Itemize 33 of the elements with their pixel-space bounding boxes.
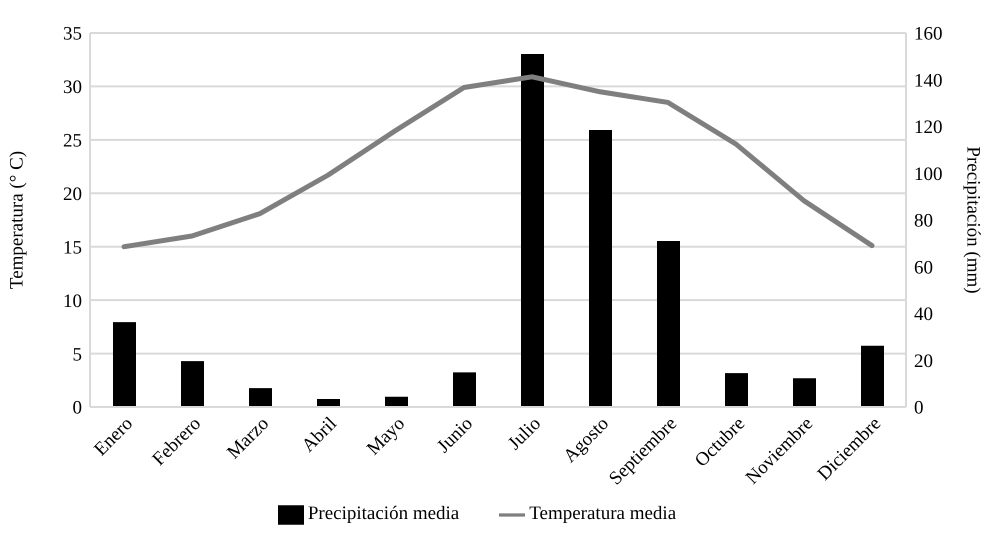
y2-tick-label: 40 (914, 304, 933, 326)
y2-tick-label: 140 (914, 70, 942, 92)
bar (725, 373, 748, 407)
y-tick-label: 15 (63, 237, 82, 258)
bar (453, 372, 476, 407)
y2-axis-title: Precipitación (mm) (962, 146, 984, 294)
bar (181, 361, 204, 407)
legend-label: Temperatura media (529, 503, 676, 524)
y-tick-label: 0 (72, 398, 82, 419)
bar (521, 54, 544, 407)
bar (249, 388, 272, 407)
bar (113, 322, 136, 407)
y-axis-title: Temperatura (° C) (6, 150, 28, 290)
bar (657, 241, 680, 407)
legend-label: Precipitación media (308, 503, 460, 524)
bar (589, 130, 612, 407)
y2-tick-label: 160 (914, 24, 942, 45)
y2-tick-label: 80 (914, 210, 933, 232)
y-tick-label: 30 (63, 77, 82, 98)
y-tick-label: 25 (63, 130, 82, 152)
y2-tick-label: 60 (914, 257, 933, 278)
y-tick-label: 20 (63, 184, 82, 206)
bar (385, 396, 408, 407)
y2-tick-label: 100 (914, 164, 942, 185)
bar (793, 378, 816, 407)
y2-tick-label: 120 (914, 117, 942, 138)
y2-tick-label: 0 (914, 398, 924, 419)
bar (861, 346, 884, 407)
y-tick-label: 10 (63, 290, 82, 312)
y-tick-label: 5 (72, 344, 82, 366)
y2-tick-label: 20 (914, 350, 933, 372)
y-tick-label: 35 (63, 24, 82, 45)
x-tick-label: Julio (504, 413, 546, 454)
